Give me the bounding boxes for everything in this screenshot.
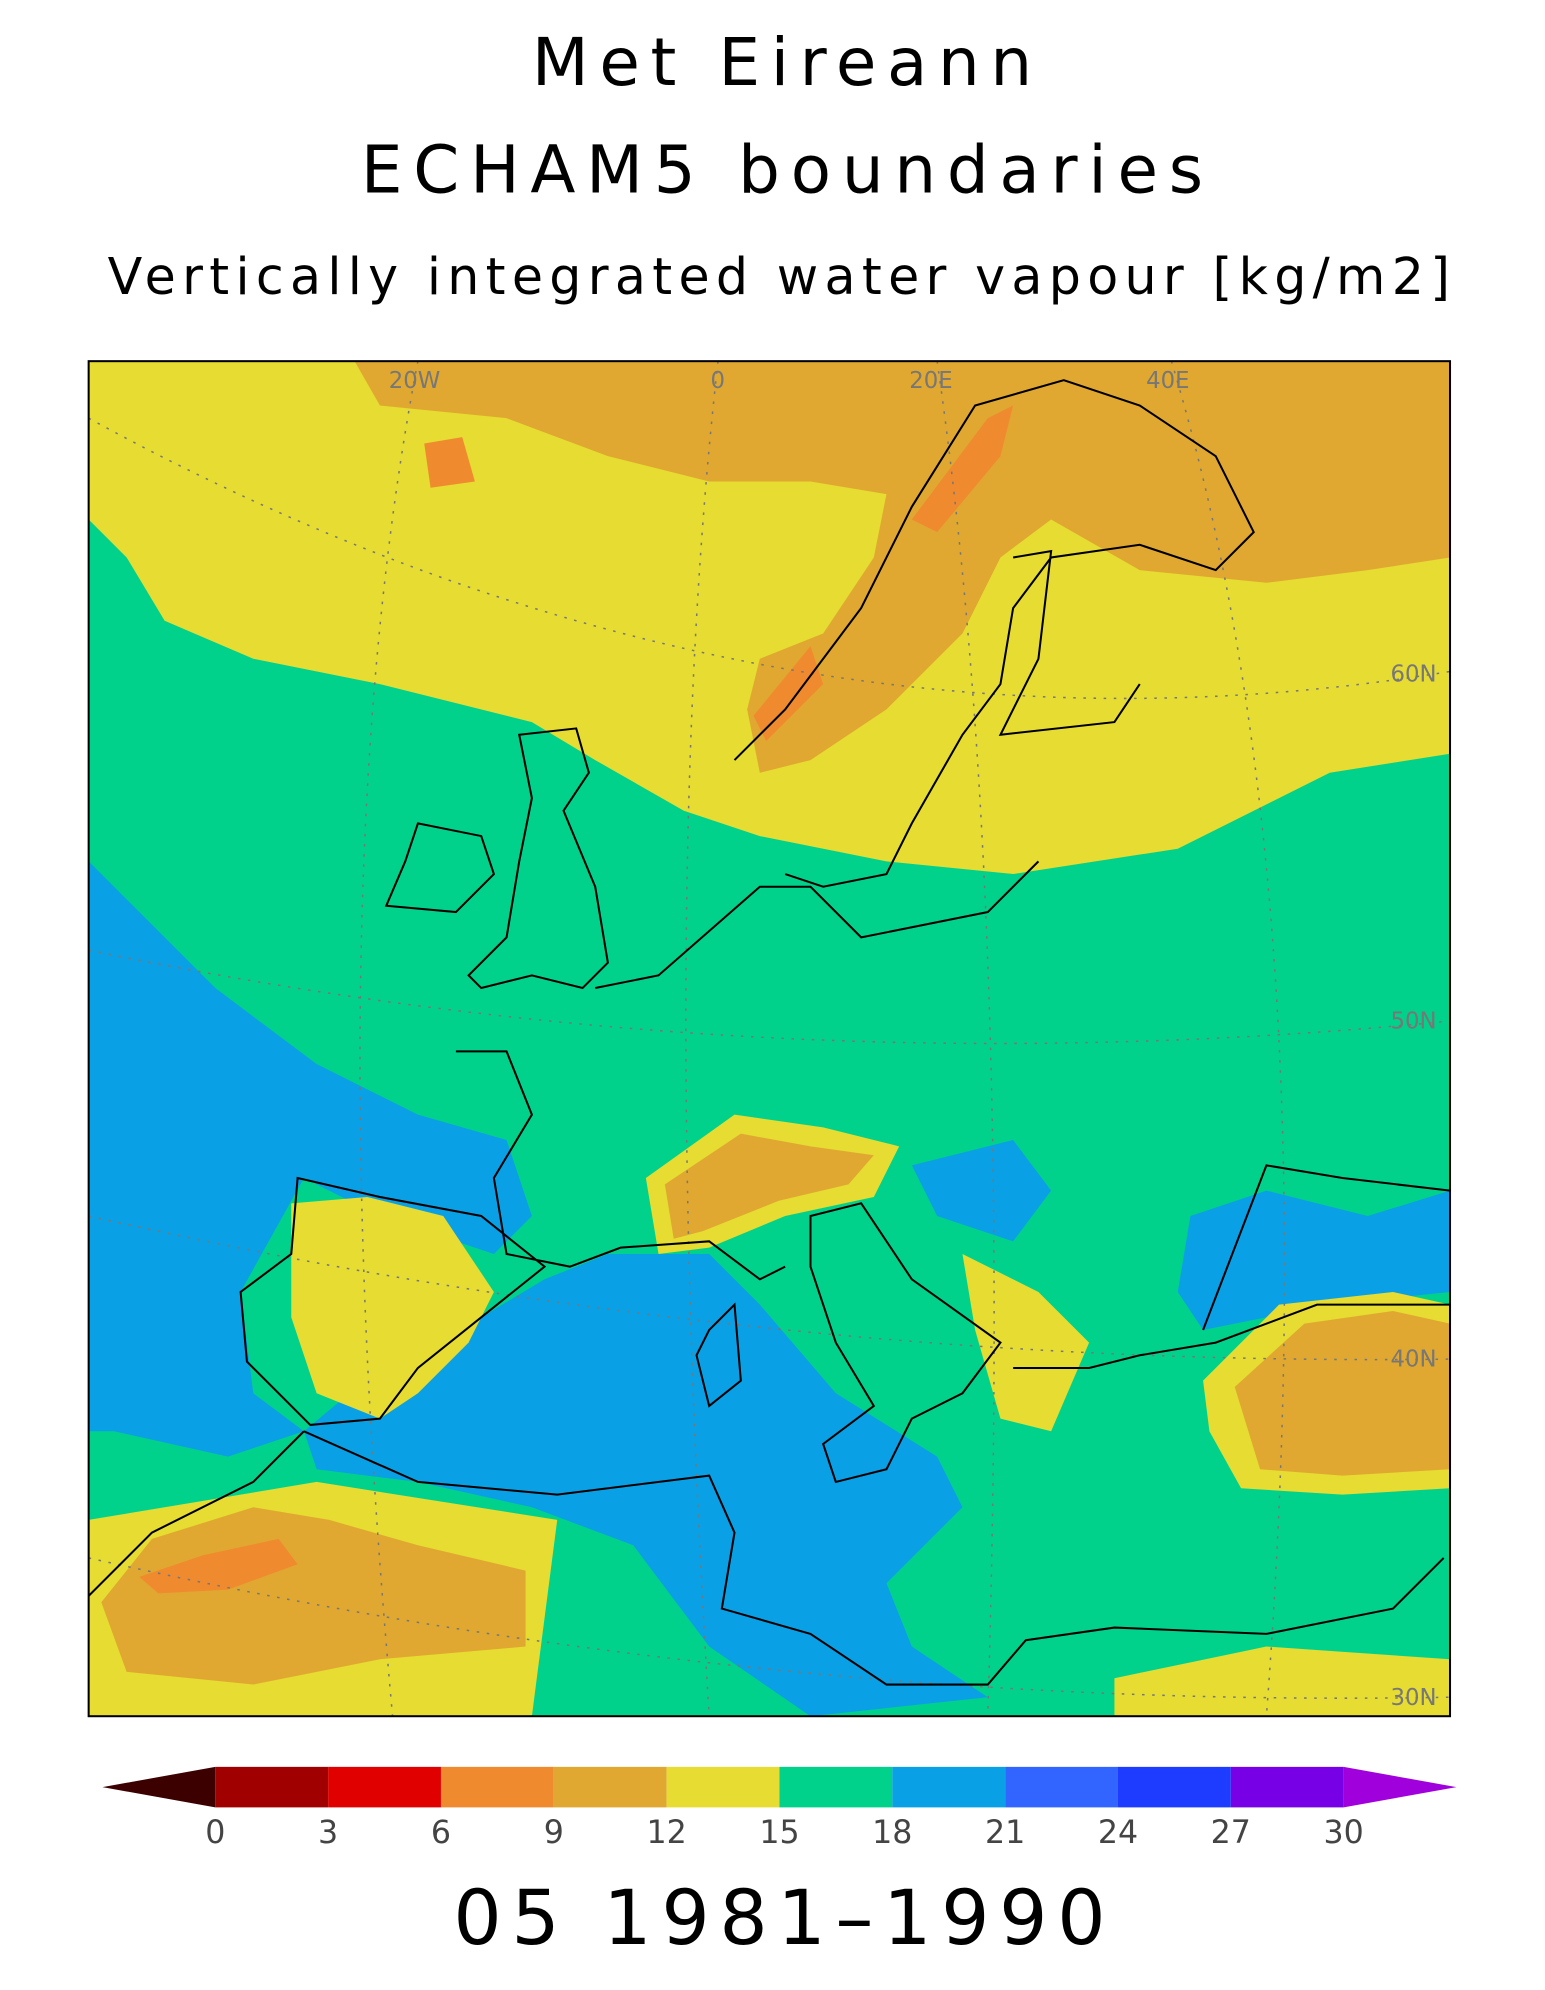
title-line: ECHAM5 boundaries xyxy=(361,132,1203,209)
colorbar-underflow xyxy=(102,1766,216,1808)
colorbar-overflow xyxy=(1343,1766,1457,1808)
colorbar-segment xyxy=(1117,1766,1231,1808)
colorbar-segment xyxy=(328,1766,441,1808)
grid-label: 60N xyxy=(1391,662,1437,688)
colorbar-tick-label: 3 xyxy=(318,1815,338,1851)
colorbar-tick-label: 21 xyxy=(985,1815,1025,1851)
colorbar-tick-label: 15 xyxy=(759,1815,799,1851)
colorbar-segment xyxy=(666,1766,780,1808)
map-field xyxy=(88,361,1451,1717)
colorbar-segment xyxy=(553,1766,667,1808)
colorbar-segment xyxy=(892,1766,1006,1808)
colorbar-segment xyxy=(1230,1766,1344,1808)
grid-label: 0 xyxy=(710,368,725,394)
colorbar-tick-label: 9 xyxy=(544,1815,564,1851)
colorbar-tick-label: 18 xyxy=(872,1815,912,1851)
colorbar-tick-label: 24 xyxy=(1098,1815,1138,1851)
grid-label: 20W xyxy=(389,368,441,394)
grid-label: 30N xyxy=(1391,1685,1437,1711)
grid-label: 40N xyxy=(1391,1347,1437,1373)
grid-label: 40E xyxy=(1146,368,1189,394)
subtitle: Vertically integrated water vapour [kg/m… xyxy=(108,247,1450,306)
title-line: Met Eireann xyxy=(532,24,1032,101)
colorbar-tick-label: 0 xyxy=(205,1815,225,1851)
colorbar: 0 3 6 9 12 15 18 21 24 27 30 xyxy=(102,1766,1457,1851)
colorbar-segment xyxy=(440,1766,554,1808)
colorbar-segment xyxy=(1005,1766,1118,1808)
colorbar-tick-label: 12 xyxy=(646,1815,686,1851)
grid-label: 20E xyxy=(909,368,952,394)
colorbar-segment xyxy=(215,1766,329,1808)
colorbar-tick-label: 6 xyxy=(431,1815,451,1851)
colorbar-tick-label: 30 xyxy=(1324,1815,1364,1851)
grid-label: 50N xyxy=(1391,1009,1437,1035)
colorbar-tick-label: 27 xyxy=(1211,1815,1251,1851)
period: 05 1981–1990 xyxy=(453,1873,1105,1962)
map-frame xyxy=(87,360,1452,1718)
colorbar-segment xyxy=(779,1766,893,1808)
